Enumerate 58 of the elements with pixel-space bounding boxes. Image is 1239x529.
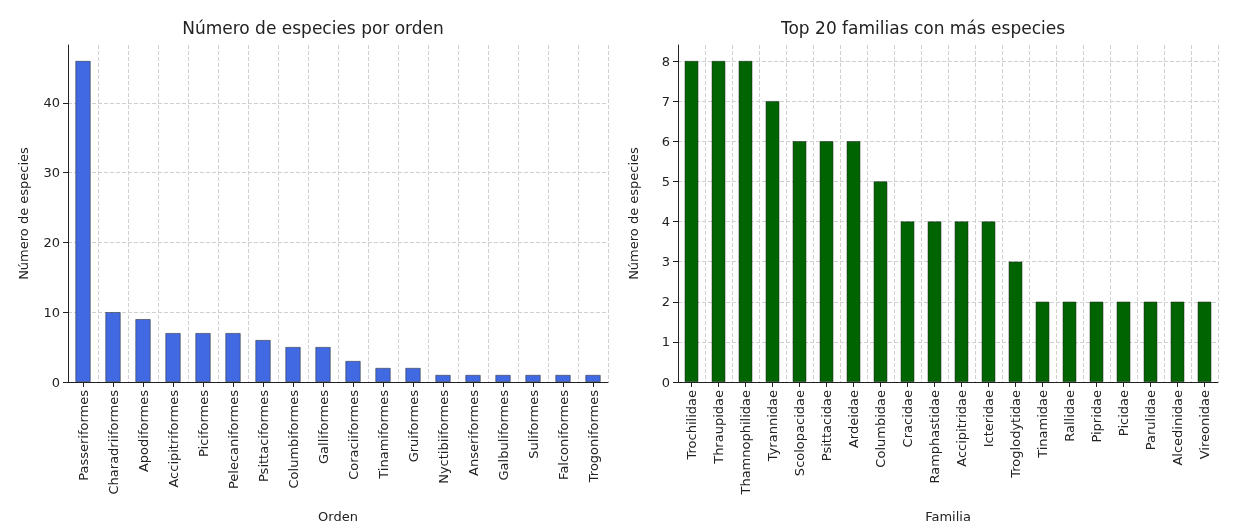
x-axis-title: Orden	[318, 509, 358, 524]
x-axis-title: Familia	[925, 509, 971, 524]
x-tick-label: Tinamidae	[1035, 390, 1050, 459]
y-axis-title: Número de especies	[16, 146, 31, 280]
x-tick-label: Vireonidae	[1197, 390, 1212, 460]
x-tick-label: Ramphastidae	[927, 390, 942, 484]
x-tick-label: Picidae	[1116, 390, 1131, 437]
y-tick-label: 1	[661, 334, 670, 350]
y-tick-label: 0	[661, 374, 670, 390]
x-tick-label: Pipridae	[1089, 390, 1104, 443]
y-tick-label: 30	[43, 165, 60, 181]
x-tick-label: Anseriformes	[465, 389, 481, 476]
x-tick-label: Thraupidae	[711, 390, 726, 465]
x-tick-label: Ardeidae	[846, 390, 861, 449]
y-tick-label: 4	[661, 214, 670, 230]
x-tick-label: Trochilidae	[684, 390, 699, 461]
y-tick-label: 0	[51, 374, 60, 390]
x-tick-label: Passeriformes	[75, 389, 91, 481]
y-tick-label: 10	[43, 304, 60, 320]
y-tick-label: 2	[661, 294, 670, 310]
x-tick-label: Tyrannidae	[765, 390, 780, 463]
x-tick-label: Pelecaniformes	[225, 389, 241, 490]
x-tick-label: Thamnophilidae	[738, 390, 753, 496]
x-tick-label: Galliformes	[315, 389, 331, 464]
x-tick-label: Parulidae	[1143, 390, 1158, 451]
x-tick-label: Apodiformes	[135, 389, 151, 473]
x-tick-label: Accipitridae	[954, 390, 969, 467]
y-tick-label: 3	[661, 254, 670, 270]
y-tick-label: 7	[661, 93, 670, 109]
x-tick-label: Columbidae	[873, 390, 888, 468]
x-tick-label: Falconiformes	[555, 389, 571, 480]
x-tick-label: Icteridae	[981, 390, 996, 448]
x-tick-label: Tinamiformes	[375, 389, 391, 480]
x-tick-label: Galbuliformes	[495, 389, 511, 481]
x-tick-label: Coraciiformes	[345, 389, 361, 480]
x-tick-label: Gruiformes	[405, 389, 421, 463]
x-tick-label: Troglodytidae	[1008, 390, 1023, 479]
y-axis-title: Número de especies	[626, 146, 641, 280]
x-tick-label: Charadriiformes	[105, 389, 121, 495]
x-tick-label: Cracidae	[900, 390, 915, 448]
y-tick-label: 8	[661, 53, 670, 69]
x-tick-label: Scolopacidae	[792, 390, 807, 477]
x-tick-label: Alcedinidae	[1170, 390, 1185, 466]
y-tick-label: 5	[661, 173, 670, 189]
y-tick-label: 40	[43, 95, 60, 111]
chart-title: Top 20 familias con más especies	[779, 17, 1066, 38]
chart-title: Número de especies por orden	[182, 17, 444, 38]
x-tick-label: Columbiformes	[285, 389, 301, 489]
x-tick-label: Nyctibiiformes	[435, 389, 451, 484]
x-tick-label: Psittacidae	[819, 390, 834, 462]
x-tick-label: Accipitriformes	[165, 389, 181, 488]
x-tick-label: Trogoniformes	[585, 389, 601, 484]
y-tick-label: 20	[43, 234, 60, 250]
x-tick-label: Piciformes	[195, 389, 211, 458]
y-tick-label: 6	[661, 133, 670, 149]
x-tick-label: Psittaciformes	[255, 389, 271, 482]
x-tick-label: Rallidae	[1062, 390, 1077, 442]
x-tick-label: Suliformes	[525, 389, 541, 459]
